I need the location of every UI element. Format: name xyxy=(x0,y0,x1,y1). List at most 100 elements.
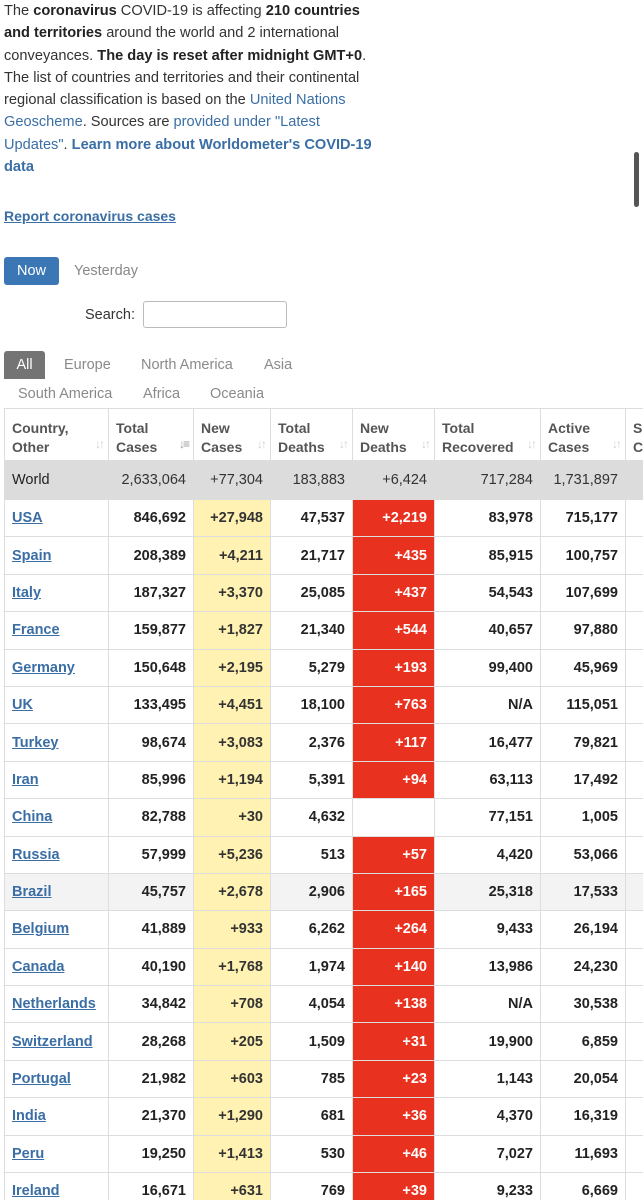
country-cell[interactable]: Peru xyxy=(4,1134,109,1174)
country-link[interactable]: Netherlands xyxy=(12,996,96,1013)
header-total-cases[interactable]: Total Cases ↓≡ xyxy=(108,408,194,461)
country-link[interactable]: USA xyxy=(12,510,43,527)
country-cell[interactable]: Iran xyxy=(4,760,109,800)
country-link[interactable]: Russia xyxy=(12,846,60,863)
latest-updates-link[interactable]: provided under "Latest Updates" xyxy=(4,114,320,153)
country-cell[interactable]: Germany xyxy=(4,648,109,687)
new-deaths-cell: +165 xyxy=(352,872,435,912)
country-cell[interactable]: Belgium xyxy=(4,910,109,949)
serious-critical-cell xyxy=(625,723,643,762)
total-deaths-cell: 1,974 xyxy=(270,947,353,987)
country-link[interactable]: India xyxy=(12,1108,46,1125)
sort-icon: ↓↑ xyxy=(612,437,622,451)
country-cell[interactable]: Switzerland xyxy=(4,1022,109,1061)
country-link[interactable]: Portugal xyxy=(12,1071,71,1088)
country-link[interactable]: Iran xyxy=(12,771,39,788)
country-cell[interactable]: Brazil xyxy=(4,872,109,912)
report-cases-link[interactable]: Report coronavirus cases xyxy=(4,208,176,224)
header-new-deaths[interactable]: New Deaths ↓↑ xyxy=(352,408,435,461)
country-cell[interactable]: USA xyxy=(4,498,109,538)
total-deaths-cell: 2,376 xyxy=(270,723,353,762)
region-tab-oceania[interactable]: Oceania xyxy=(210,386,265,402)
total-recovered-cell: 19,900 xyxy=(434,1022,541,1061)
total-cases-cell: 19,250 xyxy=(108,1134,194,1174)
total-recovered-cell: 40,657 xyxy=(434,611,541,650)
header-total-deaths[interactable]: Total Deaths ↓↑ xyxy=(270,408,353,461)
header-country[interactable]: Country, Other ↓↑ xyxy=(4,408,109,461)
region-tab-south-america[interactable]: South America xyxy=(18,386,113,402)
country-cell[interactable]: India xyxy=(4,1097,109,1136)
region-tab-north-america[interactable]: North America xyxy=(141,357,233,373)
new-deaths-cell: +31 xyxy=(352,1022,435,1061)
country-cell[interactable]: Spain xyxy=(4,536,109,575)
intro-text: around the world and 2 international con… xyxy=(4,25,340,64)
header-label: Country, xyxy=(12,420,69,436)
region-tab-all[interactable]: All xyxy=(4,351,45,379)
country-cell[interactable]: Portugal xyxy=(4,1059,109,1099)
yesterday-tab-button[interactable]: Yesterday xyxy=(74,263,138,279)
intro-text: . Sources are xyxy=(82,114,174,131)
page-scrollbar[interactable] xyxy=(634,152,639,207)
country-link[interactable]: France xyxy=(12,622,60,639)
header-active-cases[interactable]: Active Cases ↓↑ xyxy=(540,408,626,461)
country-cell[interactable]: Turkey xyxy=(4,723,109,762)
total-deaths-cell: 47,537 xyxy=(270,498,353,538)
world-total-recovered: 717,284 xyxy=(434,460,541,500)
country-cell[interactable]: Italy xyxy=(4,573,109,613)
active-cases-cell: 17,492 xyxy=(540,760,626,800)
new-deaths-cell: +437 xyxy=(352,573,435,613)
region-tab-africa[interactable]: Africa xyxy=(143,386,181,402)
total-cases-cell: 82,788 xyxy=(108,798,194,837)
new-cases-cell: +4,211 xyxy=(193,536,271,575)
header-label: Total xyxy=(116,420,149,436)
header-label: Deaths xyxy=(278,439,325,455)
country-link[interactable]: Turkey xyxy=(12,734,59,751)
country-link[interactable]: Peru xyxy=(12,1145,45,1162)
table-row: China 82,788 +30 4,632 77,151 1,005 xyxy=(4,798,643,837)
new-deaths-cell xyxy=(352,798,435,837)
new-cases-cell: +1,413 xyxy=(193,1134,271,1174)
region-tab-asia[interactable]: Asia xyxy=(264,357,293,373)
sort-desc-icon: ↓≡ xyxy=(178,437,190,451)
country-cell[interactable]: UK xyxy=(4,685,109,725)
total-deaths-cell: 769 xyxy=(270,1172,353,1200)
world-total-row: World 2,633,064 +77,304 183,883 +6,424 7… xyxy=(4,460,643,500)
country-cell[interactable]: Russia xyxy=(4,835,109,874)
search-input[interactable] xyxy=(143,301,287,328)
country-cell[interactable]: France xyxy=(4,611,109,650)
new-deaths-cell: +94 xyxy=(352,760,435,800)
country-cell[interactable]: Canada xyxy=(4,947,109,987)
country-link[interactable]: Belgium xyxy=(12,921,70,938)
table-row: Iran 85,996 +1,194 5,391 +94 63,113 17,492 xyxy=(4,760,643,800)
country-cell[interactable]: Ireland xyxy=(4,1172,109,1200)
new-cases-cell: +631 xyxy=(193,1172,271,1200)
sort-icon: ↓↑ xyxy=(339,437,349,451)
table-row: India 21,370 +1,290 681 +36 4,370 16,319 xyxy=(4,1097,643,1136)
serious-critical-cell xyxy=(625,1059,643,1099)
header-new-cases[interactable]: New Cases ↓↑ xyxy=(193,408,271,461)
now-tab-button[interactable]: Now xyxy=(4,257,59,285)
country-link[interactable]: Ireland xyxy=(12,1183,60,1200)
header-label: C xyxy=(633,439,643,455)
country-link[interactable]: Italy xyxy=(12,584,42,601)
country-link[interactable]: Switzerland xyxy=(12,1033,93,1050)
serious-critical-cell xyxy=(625,760,643,800)
country-link[interactable]: UK xyxy=(12,697,33,714)
active-cases-cell: 97,880 xyxy=(540,611,626,650)
country-cell[interactable]: China xyxy=(4,798,109,837)
sort-icon: ↓↑ xyxy=(421,437,431,451)
header-total-recovered[interactable]: Total Recovered ↓↑ xyxy=(434,408,541,461)
country-link[interactable]: Brazil xyxy=(12,884,52,901)
country-link[interactable]: China xyxy=(12,809,53,826)
country-link[interactable]: Canada xyxy=(12,958,65,975)
learn-more-link[interactable]: Learn more about Worldometer's COVID-19 … xyxy=(4,136,372,176)
country-link[interactable]: Germany xyxy=(12,659,75,676)
total-recovered-cell: 1,143 xyxy=(434,1059,541,1099)
country-link[interactable]: Spain xyxy=(12,547,52,564)
region-tab-europe[interactable]: Europe xyxy=(64,357,111,373)
total-recovered-cell: 7,027 xyxy=(434,1134,541,1174)
un-geoscheme-link[interactable]: United Nations Geoscheme xyxy=(4,92,346,131)
country-cell[interactable]: Netherlands xyxy=(4,985,109,1024)
table-row: Russia 57,999 +5,236 513 +57 4,420 53,066 xyxy=(4,835,643,874)
